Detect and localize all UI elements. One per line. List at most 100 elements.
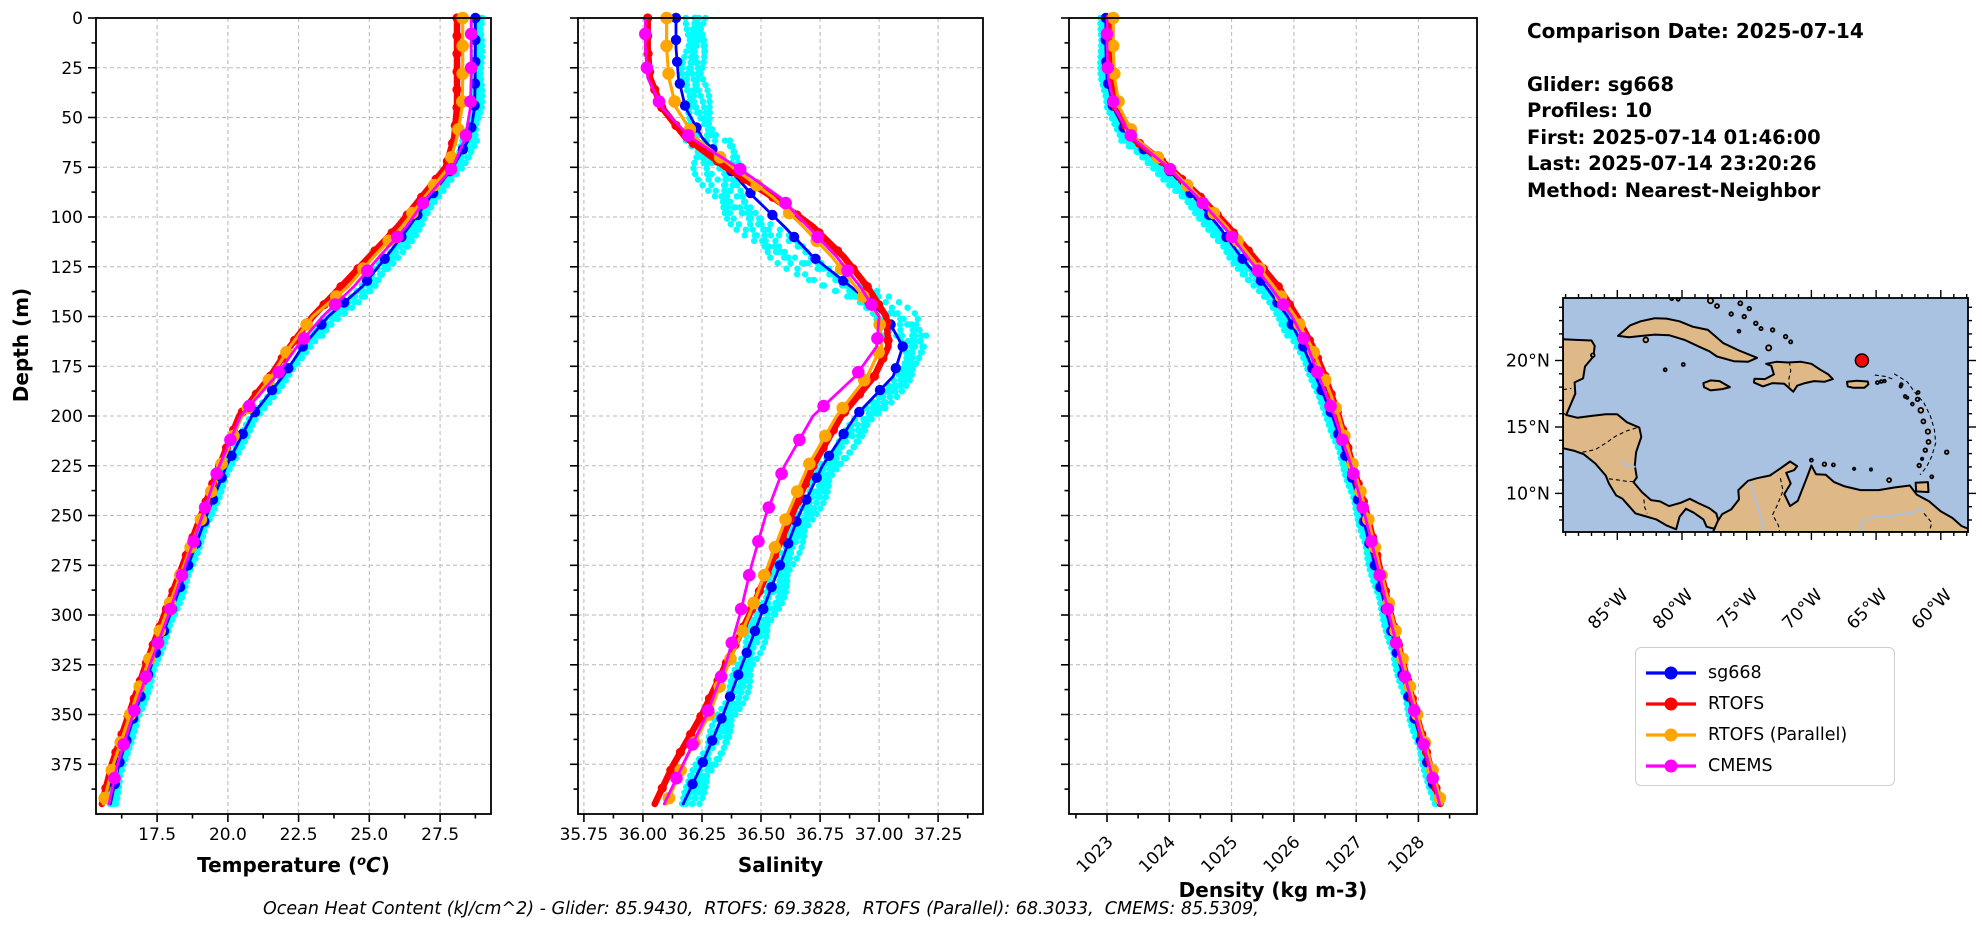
series-RTOFS_Parallel bbox=[660, 11, 886, 806]
svg-text:1028: 1028 bbox=[1384, 832, 1429, 877]
svg-text:80°W: 80°W bbox=[1649, 585, 1697, 633]
svg-text:1023: 1023 bbox=[1073, 832, 1118, 877]
legend-label: CMEMS bbox=[1708, 755, 1773, 776]
glider-line: Glider: sg668 bbox=[1527, 72, 1675, 96]
svg-text:175: 175 bbox=[51, 357, 83, 377]
svg-text:50: 50 bbox=[61, 109, 83, 129]
svg-text:1026: 1026 bbox=[1260, 832, 1305, 877]
gridlines bbox=[1069, 18, 1477, 814]
ylabel-depth: Depth (m) bbox=[9, 288, 33, 402]
svg-text:75: 75 bbox=[61, 158, 83, 178]
panel-density: 1023 1024 1025 1026 1027 1028 Density (kg m-3) bbox=[1061, 11, 1478, 902]
svg-text:0: 0 bbox=[72, 9, 83, 29]
svg-text:20.0: 20.0 bbox=[209, 825, 247, 845]
svg-text:15°N: 15°N bbox=[1506, 418, 1550, 438]
series-RTOFS bbox=[643, 13, 893, 808]
method-line: Method: Nearest-Neighbor bbox=[1527, 178, 1821, 202]
series-glider-raw bbox=[106, 14, 486, 807]
svg-text:65°W: 65°W bbox=[1843, 585, 1891, 633]
legend-label: sg668 bbox=[1708, 662, 1762, 683]
series-RTOFS_Parallel bbox=[1106, 11, 1447, 806]
comparison-date: Comparison Date: 2025-07-14 bbox=[1527, 19, 1864, 43]
svg-text:300: 300 bbox=[51, 606, 83, 626]
svg-text:275: 275 bbox=[51, 556, 83, 576]
legend-item-RTOFS_Parallel: RTOFS (Parallel) bbox=[1644, 719, 1894, 750]
map-inset: 20°N 15°N 10°N 85°W 80°W 75°W 70°W 65°W 60°W bbox=[1506, 290, 1976, 634]
info-block: Comparison Date: 2025-07-14 Glider: sg66… bbox=[1527, 18, 1864, 204]
axis-ticks bbox=[1061, 17, 1451, 822]
glider-position-marker bbox=[1854, 353, 1870, 368]
first-line: First: 2025-07-14 01:46:00 bbox=[1527, 125, 1821, 149]
map-land bbox=[1563, 298, 1968, 532]
svg-text:25: 25 bbox=[61, 59, 83, 79]
legend-swatch-CMEMS bbox=[1646, 759, 1696, 772]
svg-text:350: 350 bbox=[51, 706, 83, 726]
svg-text:60°W: 60°W bbox=[1908, 585, 1956, 633]
svg-text:36.25: 36.25 bbox=[678, 825, 727, 845]
legend: sg668 RTOFS RTOFS (Parallel) CMEMS bbox=[1635, 647, 1895, 786]
legend-item-CMEMS: CMEMS bbox=[1644, 750, 1894, 781]
svg-text:150: 150 bbox=[51, 308, 83, 328]
profiles-line: Profiles: 10 bbox=[1527, 99, 1652, 122]
legend-swatch-RTOFS bbox=[1646, 697, 1696, 710]
svg-text:37.25: 37.25 bbox=[914, 825, 963, 845]
legend-item-RTOFS: RTOFS bbox=[1644, 688, 1894, 719]
gridlines bbox=[96, 18, 491, 814]
x-tick-labels: 1023 1024 1025 1026 1027 1028 bbox=[1073, 832, 1429, 877]
svg-text:36.75: 36.75 bbox=[796, 825, 845, 845]
svg-text:1027: 1027 bbox=[1322, 832, 1367, 877]
svg-text:36.50: 36.50 bbox=[737, 825, 786, 845]
svg-text:17.5: 17.5 bbox=[138, 825, 176, 845]
ohc-text: Ocean Heat Content (kJ/cm^2) - Glider: 8… bbox=[263, 899, 1259, 919]
svg-text:22.5: 22.5 bbox=[280, 825, 318, 845]
series-sg668 bbox=[1100, 12, 1440, 806]
xlabel-density: Density (kg m-3) bbox=[1179, 878, 1368, 902]
series-RTOFS bbox=[98, 13, 462, 808]
svg-text:1024: 1024 bbox=[1135, 832, 1180, 877]
svg-text:100: 100 bbox=[51, 208, 83, 228]
legend-item-sg668: sg668 bbox=[1644, 657, 1894, 688]
legend-label: RTOFS bbox=[1708, 693, 1765, 714]
series-CMEMS bbox=[1100, 16, 1441, 806]
panel-salinity: 35.75 36.00 36.25 36.50 36.75 37.00 37.25 Salin… bbox=[560, 11, 984, 877]
svg-text:75°W: 75°W bbox=[1714, 585, 1762, 633]
x-tick-labels: 35.75 36.00 36.25 36.50 36.75 37.00 37.25 bbox=[560, 825, 963, 845]
series-RTOFS_Parallel bbox=[98, 11, 470, 806]
svg-text:85°W: 85°W bbox=[1585, 585, 1633, 633]
axis-ticks bbox=[570, 17, 969, 822]
series-glider-raw bbox=[1097, 14, 1445, 807]
legend-swatch-sg668 bbox=[1646, 666, 1696, 679]
svg-text:35.75: 35.75 bbox=[560, 825, 609, 845]
depth-tick-labels: 0 25 50 75 100 125 150 175 200 225 250 275 300 325 350… bbox=[51, 9, 83, 775]
svg-text:27.5: 27.5 bbox=[421, 825, 459, 845]
series-CMEMS bbox=[107, 16, 478, 806]
gridlines bbox=[578, 18, 983, 814]
svg-text:125: 125 bbox=[51, 258, 83, 278]
map-ticks bbox=[1555, 290, 1976, 540]
svg-text:25.0: 25.0 bbox=[350, 825, 388, 845]
svg-text:1025: 1025 bbox=[1197, 832, 1242, 877]
legend-label: RTOFS (Parallel) bbox=[1708, 724, 1848, 745]
svg-text:200: 200 bbox=[51, 407, 83, 427]
series-CMEMS bbox=[639, 16, 884, 806]
svg-text:250: 250 bbox=[51, 507, 83, 527]
svg-text:70°W: 70°W bbox=[1779, 585, 1827, 633]
xlabel-salinity: Salinity bbox=[738, 853, 823, 877]
series-RTOFS bbox=[1105, 13, 1444, 808]
series-sg668 bbox=[109, 12, 481, 806]
last-line: Last: 2025-07-14 23:20:26 bbox=[1527, 152, 1817, 175]
svg-text:375: 375 bbox=[51, 755, 83, 775]
x-tick-labels: 17.5 20.0 22.5 25.0 27.5 bbox=[138, 825, 459, 845]
svg-text:225: 225 bbox=[51, 457, 83, 477]
axis-ticks bbox=[88, 17, 477, 822]
panel-temperature: 17.5 20.0 22.5 25.0 27.5 0 25 50 75 100 125 150 175 2… bbox=[51, 9, 492, 877]
legend-swatch-RTOFS_Parallel bbox=[1646, 728, 1696, 741]
svg-text:20°N: 20°N bbox=[1506, 352, 1550, 372]
xlabel-temperature: Temperature (oC) bbox=[197, 853, 390, 877]
svg-text:37.00: 37.00 bbox=[855, 825, 904, 845]
svg-text:36.00: 36.00 bbox=[619, 825, 668, 845]
series-glider-raw bbox=[678, 14, 930, 807]
svg-text:10°N: 10°N bbox=[1506, 484, 1550, 504]
